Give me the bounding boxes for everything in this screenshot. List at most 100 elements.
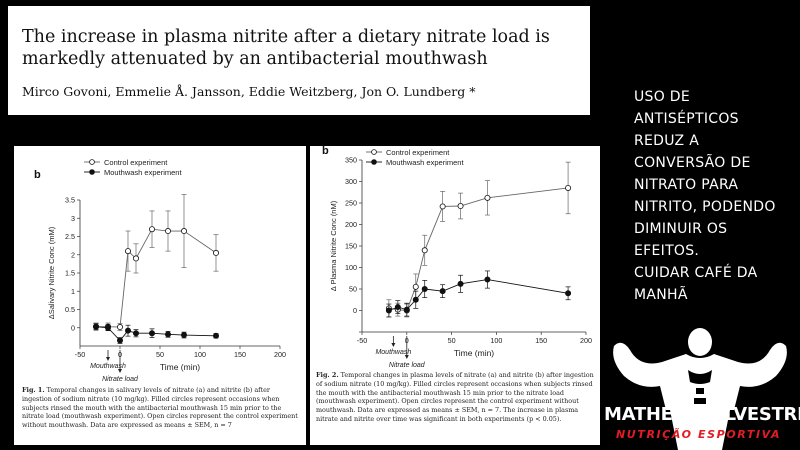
side-note-line: CUIDAR CAFÉ DA — [634, 265, 758, 281]
y-tick-label: 350 — [345, 156, 357, 165]
side-note-line: EFEITOS. — [634, 243, 700, 259]
y-tick-label: 150 — [345, 242, 357, 251]
legend-marker — [89, 159, 95, 165]
data-point — [484, 194, 491, 201]
data-point — [164, 331, 171, 338]
y-tick-label: 2 — [71, 250, 75, 259]
data-point — [117, 337, 124, 344]
data-point — [212, 332, 219, 339]
side-note-line: ANTISÉPTICOS — [634, 111, 739, 127]
data-point — [148, 330, 155, 337]
mouthwash-annotation: Mouthwash — [90, 363, 126, 370]
brand-tagline: NUTRIÇÃO ESPORTIVA — [616, 428, 782, 441]
y-tick-label: 200 — [345, 220, 357, 229]
data-point — [565, 184, 572, 191]
y-tick-label: 0 — [353, 306, 357, 315]
series-line — [96, 228, 217, 328]
y-tick-label: 1 — [71, 287, 75, 296]
side-note: USO DE ANTISÉPTICOS REDUZ A CONVERSÃO DE… — [634, 86, 794, 306]
data-point — [385, 307, 392, 314]
data-point — [105, 324, 112, 331]
legend-label: Control experiment — [386, 148, 450, 157]
data-point — [133, 255, 140, 262]
y-tick-label: 1.5 — [65, 269, 75, 278]
y-tick-label: 0 — [71, 323, 75, 332]
paper-authors: Mirco Govoni, Emmelie Å. Jansson, Eddie … — [22, 84, 476, 99]
y-tick-label: 3 — [71, 214, 75, 223]
data-point — [133, 330, 140, 337]
figure-1: -5005010015020000.511.522.533.5ΔSalivary… — [14, 146, 306, 445]
data-point — [403, 306, 410, 313]
x-tick-label: 150 — [234, 350, 246, 359]
x-tick-label: 100 — [490, 336, 502, 345]
x-tick-label: 200 — [274, 350, 286, 359]
x-tick-label: 150 — [535, 336, 547, 345]
data-point — [117, 324, 124, 331]
figure-2-caption-text: Temporal changes in plasma levels of nit… — [316, 371, 594, 423]
panel-label: b — [322, 146, 329, 157]
y-tick-label: 300 — [345, 177, 357, 186]
data-point — [565, 290, 572, 297]
y-tick-label: 250 — [345, 199, 357, 208]
figure-1-caption-text: Temporal changes in salivary levels of n… — [22, 386, 298, 430]
side-note-line: NITRITO, PODENDO — [634, 199, 776, 215]
data-point — [439, 288, 446, 295]
data-point — [93, 323, 100, 330]
y-axis-label: Δ Plasma Nitrite Conc (nM) — [329, 200, 338, 291]
paper-header: The increase in plasma nitrite after a d… — [8, 6, 590, 115]
nitrate-load-annotation: Nitrate load — [389, 362, 426, 369]
side-note-line: USO DE — [634, 89, 691, 105]
legend-label: Control experiment — [104, 158, 168, 167]
side-note-line: DIMINUIR OS — [634, 221, 728, 237]
side-note-line: CONVERSÃO DE — [634, 155, 751, 171]
data-point — [180, 332, 187, 339]
y-tick-label: 100 — [345, 263, 357, 272]
panel-label: b — [34, 169, 41, 181]
x-tick-label: -50 — [357, 336, 367, 345]
paper-title: The increase in plasma nitrite after a d… — [22, 27, 550, 69]
x-tick-label: -50 — [75, 350, 85, 359]
legend-marker — [371, 149, 377, 155]
chart-salivary-nitrite: -5005010015020000.511.522.533.5ΔSalivary… — [34, 158, 286, 383]
mouthwash-arrow-head — [106, 357, 110, 361]
data-point — [457, 280, 464, 287]
data-point — [125, 327, 132, 334]
legend-marker — [371, 159, 377, 165]
figure-1-caption: Fig. 1. Temporal changes in salivary lev… — [22, 386, 300, 430]
figure-1-caption-label: Fig. 1. — [22, 386, 45, 394]
x-axis-label: Time (min) — [454, 348, 494, 358]
side-note-line: MANHÃ — [634, 287, 688, 303]
chart-plasma-nitrite: -50050100150200050100150200250300350Δ Pl… — [322, 146, 592, 369]
figure-2-caption-label: Fig. 2. — [316, 371, 339, 379]
data-point — [180, 228, 187, 235]
mouthwash-arrow-head — [391, 343, 396, 347]
x-axis-label: Time (min) — [160, 362, 200, 372]
y-tick-label: 0.5 — [65, 305, 75, 314]
data-point — [125, 248, 132, 255]
data-point — [212, 249, 219, 256]
y-tick-label: 50 — [349, 285, 357, 294]
data-point — [164, 228, 171, 235]
side-note-line: REDUZ A — [634, 133, 700, 149]
x-tick-label: 50 — [156, 350, 164, 359]
legend-marker — [89, 169, 95, 175]
bodybuilder-logo-icon — [613, 328, 787, 450]
nitrate-load-annotation: Nitrate load — [102, 376, 139, 383]
y-tick-label: 2.5 — [65, 232, 75, 241]
figure-2: -50050100150200050100150200250300350Δ Pl… — [310, 146, 600, 445]
y-tick-label: 3.5 — [65, 196, 75, 205]
data-point — [421, 247, 428, 254]
brand-name: MATHEUS SILVESTRE — [604, 404, 800, 425]
x-tick-label: 50 — [448, 336, 456, 345]
x-tick-label: 100 — [194, 350, 206, 359]
figure-2-caption: Fig. 2. Temporal changes in plasma level… — [316, 371, 596, 424]
legend-label: Mouthwash experiment — [104, 168, 182, 177]
side-note-line: NITRATO PARA — [634, 177, 739, 193]
nitrate-load-arrow-head — [118, 369, 122, 373]
data-point — [394, 304, 401, 311]
data-point — [439, 203, 446, 210]
data-point — [412, 283, 419, 290]
data-point — [484, 276, 491, 283]
legend-label: Mouthwash experiment — [386, 158, 464, 167]
mouthwash-annotation: Mouthwash — [375, 349, 411, 356]
